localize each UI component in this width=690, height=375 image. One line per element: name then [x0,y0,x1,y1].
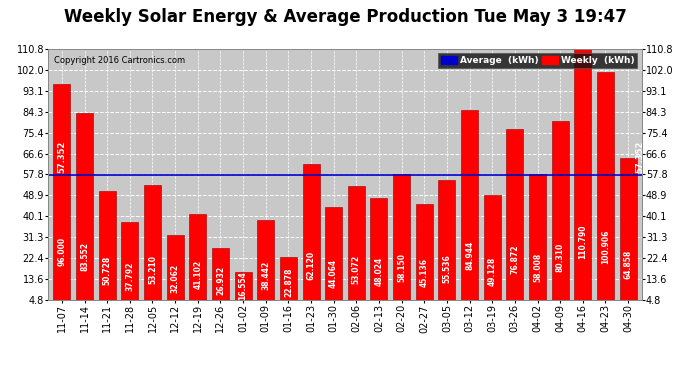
Text: 26.932: 26.932 [216,266,225,295]
Text: 55.536: 55.536 [442,254,451,283]
Text: 44.064: 44.064 [329,259,338,288]
Bar [76,113,93,311]
Bar [99,191,116,311]
Bar [144,185,161,311]
Bar [325,207,342,311]
Bar [574,49,591,311]
Text: 16.554: 16.554 [239,271,248,300]
Bar [552,121,569,311]
Bar [506,129,523,311]
Text: 110.790: 110.790 [578,225,587,260]
Text: Weekly Solar Energy & Average Production Tue May 3 19:47: Weekly Solar Energy & Average Production… [63,8,627,26]
Text: 64.858: 64.858 [624,250,633,279]
Text: 58.150: 58.150 [397,253,406,282]
Text: 50.728: 50.728 [103,256,112,285]
Bar [235,272,252,311]
Text: 100.906: 100.906 [601,229,610,264]
Bar [620,158,637,311]
Text: 57.352: 57.352 [57,141,66,173]
Bar [257,220,274,311]
Text: 49.128: 49.128 [488,256,497,286]
Text: Copyright 2016 Cartronics.com: Copyright 2016 Cartronics.com [55,56,186,65]
Bar [167,236,184,311]
Legend: Average  (kWh), Weekly  (kWh): Average (kWh), Weekly (kWh) [438,53,637,68]
Text: 53.210: 53.210 [148,255,157,284]
Bar [461,110,478,311]
Bar [416,204,433,311]
Bar [484,195,501,311]
Text: 53.072: 53.072 [352,255,361,284]
Text: 57.352: 57.352 [635,141,644,173]
Bar [393,174,410,311]
Text: 32.062: 32.062 [170,264,179,293]
Text: 80.310: 80.310 [555,243,564,272]
Bar [438,180,455,311]
Bar [121,222,138,311]
Bar [348,186,365,311]
Text: 22.878: 22.878 [284,267,293,297]
Text: 62.120: 62.120 [306,251,315,280]
Bar [529,174,546,311]
Text: 38.442: 38.442 [262,261,270,290]
Text: 76.872: 76.872 [511,244,520,274]
Bar [212,248,229,311]
Bar [597,72,614,311]
Bar [371,198,388,311]
Bar [302,164,319,311]
Text: 37.792: 37.792 [126,261,135,291]
Text: 83.552: 83.552 [80,242,89,271]
Text: 48.024: 48.024 [375,257,384,286]
Bar [189,214,206,311]
Text: 45.136: 45.136 [420,258,428,287]
Text: 58.008: 58.008 [533,253,542,282]
Text: 41.102: 41.102 [193,260,202,289]
Text: 84.944: 84.944 [465,241,474,270]
Text: 96.000: 96.000 [57,237,66,266]
Bar [280,257,297,311]
Bar [53,84,70,311]
